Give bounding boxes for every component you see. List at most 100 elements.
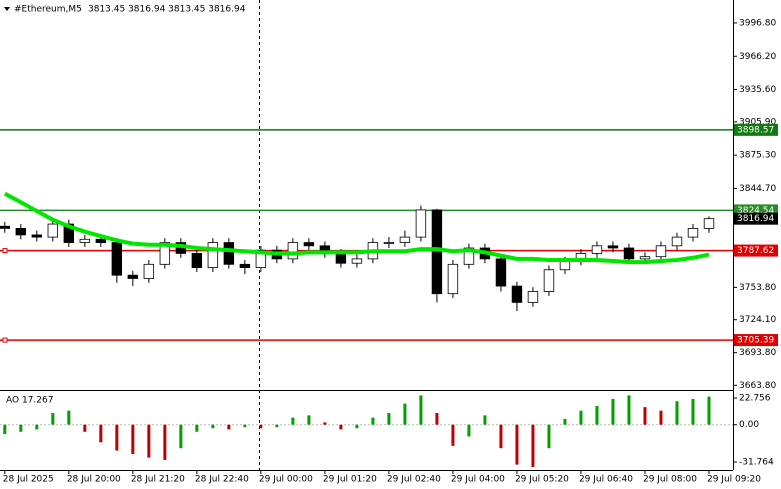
ohlc-header: 3813.45 3816.94 3813.45 3816.94 — [88, 5, 246, 15]
ao-bar — [3, 424, 7, 435]
candle-body — [255, 249, 267, 268]
candle-body — [543, 269, 555, 292]
x-tick-label: 29 Jul 09:20 — [707, 475, 761, 485]
level-label: 3898.57 — [737, 125, 774, 135]
x-tick-label: 28 Jul 21:20 — [131, 475, 185, 485]
level-anchor — [2, 337, 8, 343]
x-tick-label: 28 Jul 22:40 — [195, 475, 249, 485]
y-tick-label: 3935.60 — [739, 85, 776, 95]
candle-body — [591, 245, 603, 254]
ao-bar — [147, 424, 151, 458]
candle-body — [559, 260, 571, 271]
candle-body — [127, 274, 139, 279]
ao-bar — [451, 424, 455, 446]
x-tick-label: 29 Jul 05:20 — [515, 475, 569, 485]
level-label: 3787.62 — [737, 246, 774, 256]
candle-body — [415, 209, 427, 238]
ao-bar — [547, 424, 551, 449]
ao-bar — [643, 407, 647, 425]
ao-bar — [179, 424, 183, 449]
ao-bar — [627, 395, 631, 425]
ao-bar — [355, 424, 359, 429]
x-tick-label: 29 Jul 00:00 — [259, 475, 313, 485]
ao-bar — [35, 424, 39, 430]
indicator-tick-label: 22.756 — [739, 394, 771, 404]
candle-body — [351, 258, 363, 264]
x-tick-label: 28 Jul 2025 — [3, 475, 54, 485]
ao-bar — [675, 401, 679, 425]
candle-body — [15, 228, 27, 236]
menu-arrow — [4, 7, 10, 11]
ao-bar — [227, 424, 231, 430]
ao-bar — [579, 410, 583, 425]
ao-bar — [387, 412, 391, 425]
candle-body — [287, 242, 299, 260]
chart-title: #Ethereum,M5 — [14, 5, 82, 15]
ao-bar — [211, 424, 215, 429]
x-tick-label: 28 Jul 20:00 — [67, 475, 121, 485]
candle-body — [63, 223, 75, 243]
last-price-box — [734, 212, 778, 225]
x-tick-label: 29 Jul 06:40 — [579, 475, 633, 485]
candle-body — [191, 253, 203, 268]
ao-bar — [83, 424, 87, 432]
candle-body — [79, 238, 91, 243]
level-label: 3705.39 — [737, 336, 774, 346]
ao-bar — [163, 424, 167, 460]
candle-body — [95, 238, 107, 243]
candle-body — [527, 291, 539, 303]
ao-bar — [67, 410, 71, 425]
y-tick-label: 3753.80 — [739, 283, 776, 293]
ao-bar — [99, 424, 103, 443]
candle-body — [431, 209, 443, 295]
level-label: 3824.54 — [737, 206, 774, 216]
ao-bar — [307, 415, 311, 425]
ao-bar — [275, 424, 279, 428]
y-tick-label: 3905.90 — [739, 117, 776, 127]
ao-bar — [707, 396, 711, 425]
y-tick-label: 3724.10 — [739, 315, 776, 325]
ao-bar — [259, 424, 263, 429]
indicator-tick-label: -31.764 — [739, 457, 774, 467]
last-price-label: 3816.94 — [737, 214, 774, 224]
candle-body — [143, 263, 155, 279]
y-tick-label: 3663.80 — [739, 381, 776, 391]
candle-body — [31, 234, 43, 238]
ao-bar — [51, 412, 55, 425]
candle-body — [687, 228, 699, 238]
ao-bar — [243, 424, 247, 428]
ao-bar — [563, 418, 567, 425]
indicator-tick-label: 0.00 — [739, 420, 759, 430]
ao-bar — [195, 424, 199, 432]
candle-body — [383, 242, 395, 244]
ao-bar — [595, 405, 599, 425]
x-tick-label: 29 Jul 02:40 — [387, 475, 441, 485]
candle-body — [223, 242, 235, 265]
y-tick-label: 3996.80 — [739, 18, 776, 28]
candle-body — [495, 258, 507, 287]
candle-body — [207, 242, 219, 268]
candle-body — [399, 236, 411, 243]
ao-bar — [115, 424, 119, 451]
candle-body — [111, 242, 123, 276]
candle-body — [703, 218, 715, 229]
ao-bar — [291, 417, 295, 425]
ao-bar — [467, 424, 471, 437]
ao-bar — [19, 424, 23, 432]
x-tick-label: 29 Jul 04:00 — [451, 475, 505, 485]
ao-bar — [339, 424, 343, 430]
x-tick-label: 29 Jul 08:00 — [643, 475, 697, 485]
candle-body — [463, 247, 475, 265]
moving-average — [3, 191, 710, 265]
ao-bar — [691, 398, 695, 425]
ao-bar — [403, 403, 407, 425]
ao-bar — [323, 422, 327, 425]
level-label-box — [734, 334, 778, 347]
candle-body — [639, 256, 651, 260]
candle-body — [655, 245, 667, 258]
candle-body — [47, 223, 59, 238]
ao-bar — [131, 424, 135, 455]
level-label-box — [734, 123, 778, 136]
